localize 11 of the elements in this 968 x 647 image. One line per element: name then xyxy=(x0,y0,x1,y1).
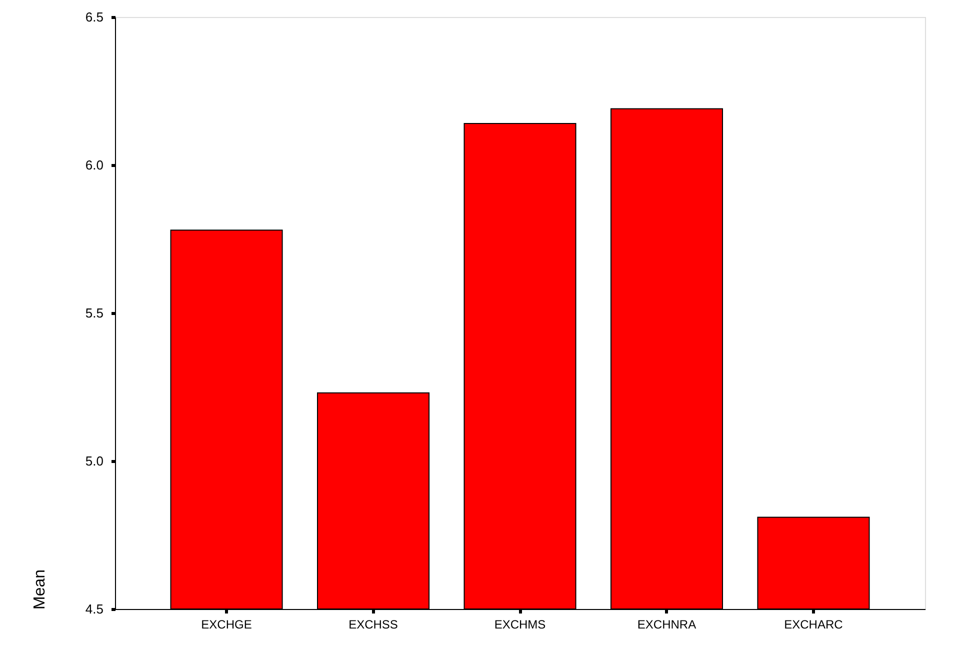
y-tick-label: 4.5 xyxy=(85,602,104,616)
y-tick-label: 5.0 xyxy=(85,454,104,468)
y-tick-label: 5.5 xyxy=(85,306,104,320)
y-tick-label: 6.5 xyxy=(85,10,104,24)
x-tick-label: EXCHGE xyxy=(201,618,252,632)
x-tick-label: EXCHARC xyxy=(784,618,844,632)
y-axis-title: Mean xyxy=(31,569,48,610)
x-tick-label: EXCHSS xyxy=(348,618,398,632)
x-tick-label: EXCHMS xyxy=(494,618,546,632)
y-tick-label: 6.0 xyxy=(85,158,104,172)
x-tick-label: EXCHNRA xyxy=(637,618,696,632)
